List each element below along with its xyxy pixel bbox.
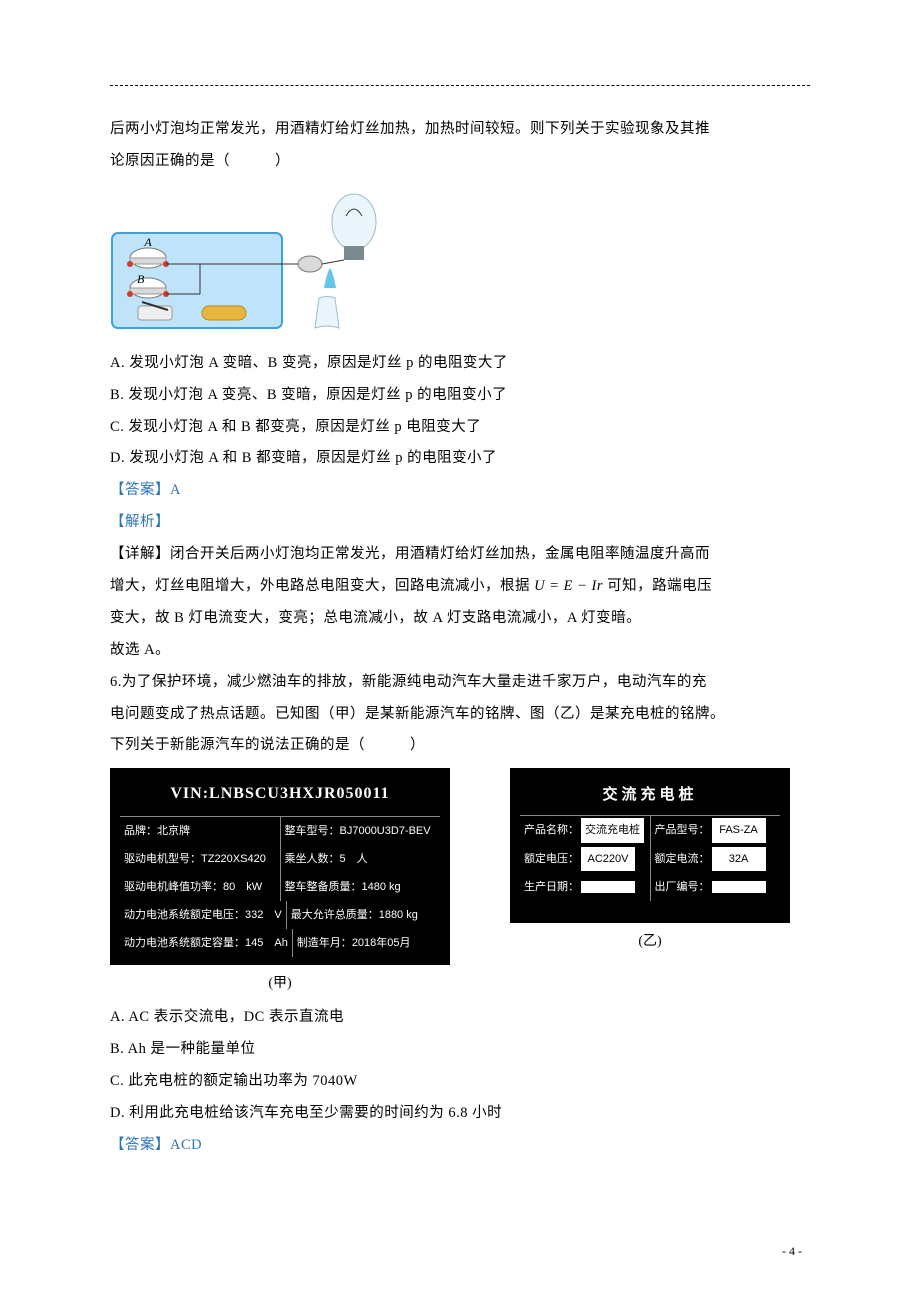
q6-option-A: A. AC 表示交流电，DC 表示直流电 xyxy=(110,1002,810,1034)
caption-yi: (乙) xyxy=(638,927,661,958)
q5-explain-2b: 可知，路端电压 xyxy=(607,578,712,594)
plate-row: 产品型号：FAS-ZA xyxy=(650,816,781,844)
q5-option-D: D. 发现小灯泡 A 和 B 都变暗，原因是灯丝 p 的电阻变小了 xyxy=(110,443,810,475)
answer-value: A xyxy=(170,482,181,498)
plate-row: 动力电池系统额定电压：332 V xyxy=(120,901,286,929)
plate-row: 品牌：北京牌 xyxy=(120,817,280,845)
answer-value: ACD xyxy=(170,1137,202,1153)
plate-row: 制造年月：2018年05月 xyxy=(292,929,440,957)
q6-option-B: B. Ah 是一种能量单位 xyxy=(110,1034,810,1066)
q6-stem-1: 6.为了保护环境，减少燃油车的排放，新能源纯电动汽车大量走进千家万户，电动汽车的… xyxy=(110,667,810,699)
q5-stem-tail-2: 论原因正确的是（ ） xyxy=(110,146,810,178)
plate-row: 整车型号：BJ7000U3D7-BEV xyxy=(280,817,441,845)
answer-label: 【答案】 xyxy=(110,1137,170,1153)
q5-explain-2a: 增大，灯丝电阻增大，外电路总电阻变大，回路电流减小，根据 xyxy=(110,578,530,594)
page: 后两小灯泡均正常发光，用酒精灯给灯丝加热，加热时间较短。则下列关于实验现象及其推… xyxy=(0,0,920,1302)
q5-option-A: A. 发现小灯泡 A 变暗、B 变亮，原因是灯丝 p 的电阻变大了 xyxy=(110,348,810,380)
circuit-diagram: A B xyxy=(110,188,390,338)
q6-option-C: C. 此充电桩的额定输出功率为 7040W xyxy=(110,1066,810,1098)
q5-explain-2: 增大，灯丝电阻增大，外电路总电阻变大，回路电流减小，根据 U = E − Ir … xyxy=(110,571,810,603)
plate-row: 动力电池系统额定容量：145 Ah xyxy=(120,929,292,957)
q6-answer: 【答案】ACD xyxy=(110,1130,810,1162)
label-A: A xyxy=(143,235,152,249)
answer-label: 【答案】 xyxy=(110,482,170,498)
plate-row: 生产日期： xyxy=(520,873,650,901)
plate-row: 出厂编号： xyxy=(650,873,781,901)
plate-row: 整车整备质量：1480 kg xyxy=(280,873,441,901)
q6-stem-3: 下列关于新能源汽车的说法正确的是（ ） xyxy=(110,730,810,762)
q5-option-B: B. 发现小灯泡 A 变亮、B 变暗，原因是灯丝 p 的电阻变小了 xyxy=(110,380,810,412)
plate-charger-wrap: 交流充电桩 产品名称：交流充电桩 产品型号：FAS-ZA 额定电压：AC220V… xyxy=(510,768,790,957)
plate-row: 驱动电机峰值功率：80 kW xyxy=(120,873,280,901)
plate-charger: 交流充电桩 产品名称：交流充电桩 产品型号：FAS-ZA 额定电压：AC220V… xyxy=(510,768,790,923)
label-B: B xyxy=(137,272,145,286)
plate-car-wrap: VIN:LNBSCU3HXJR050011 品牌：北京牌 整车型号：BJ7000… xyxy=(110,768,450,1000)
q5-option-C: C. 发现小灯泡 A 和 B 都变亮，原因是灯丝 p 电阻变大了 xyxy=(110,412,810,444)
plate-row: 最大允许总质量：1880 kg xyxy=(286,901,440,929)
q5-formula: U = E − Ir xyxy=(534,578,603,594)
caption-jia: (甲) xyxy=(268,969,291,1000)
q5-explain-1: 【详解】闭合开关后两小灯泡均正常发光，用酒精灯给灯丝加热，金属电阻率随温度升高而 xyxy=(110,539,810,571)
plate-charger-title: 交流充电桩 xyxy=(520,776,780,815)
plate-row: 产品名称：交流充电桩 xyxy=(520,816,650,844)
plate-row: 驱动电机型号：TZ220XS420 xyxy=(120,845,280,873)
q6-stem-2: 电问题变成了热点话题。已知图（甲）是某新能源汽车的铭牌、图（乙）是某充电桩的铭牌… xyxy=(110,699,810,731)
plate-row: 额定电流：32A xyxy=(650,845,781,873)
plate-row: 额定电压：AC220V xyxy=(520,845,650,873)
q5-stem-tail-1: 后两小灯泡均正常发光，用酒精灯给灯丝加热，加热时间较短。则下列关于实验现象及其推 xyxy=(110,114,810,146)
q5-answer: 【答案】A xyxy=(110,475,810,507)
q6-option-D: D. 利用此充电桩给该汽车充电至少需要的时间约为 6.8 小时 xyxy=(110,1098,810,1130)
nameplates: VIN:LNBSCU3HXJR050011 品牌：北京牌 整车型号：BJ7000… xyxy=(110,768,810,1000)
q5-explain-4: 故选 A。 xyxy=(110,635,810,667)
page-number: - 4 - xyxy=(782,1238,802,1264)
analysis-header-q5: 【解析】 xyxy=(110,507,810,539)
plate-vin: VIN:LNBSCU3HXJR050011 xyxy=(120,776,440,815)
q5-explain-3: 变大，故 B 灯电流变大，变亮；总电流减小，故 A 灯支路电流减小，A 灯变暗。 xyxy=(110,603,810,635)
plate-row: 乘坐人数：5 人 xyxy=(280,845,441,873)
top-rule xyxy=(110,85,810,86)
plate-car: VIN:LNBSCU3HXJR050011 品牌：北京牌 整车型号：BJ7000… xyxy=(110,768,450,965)
